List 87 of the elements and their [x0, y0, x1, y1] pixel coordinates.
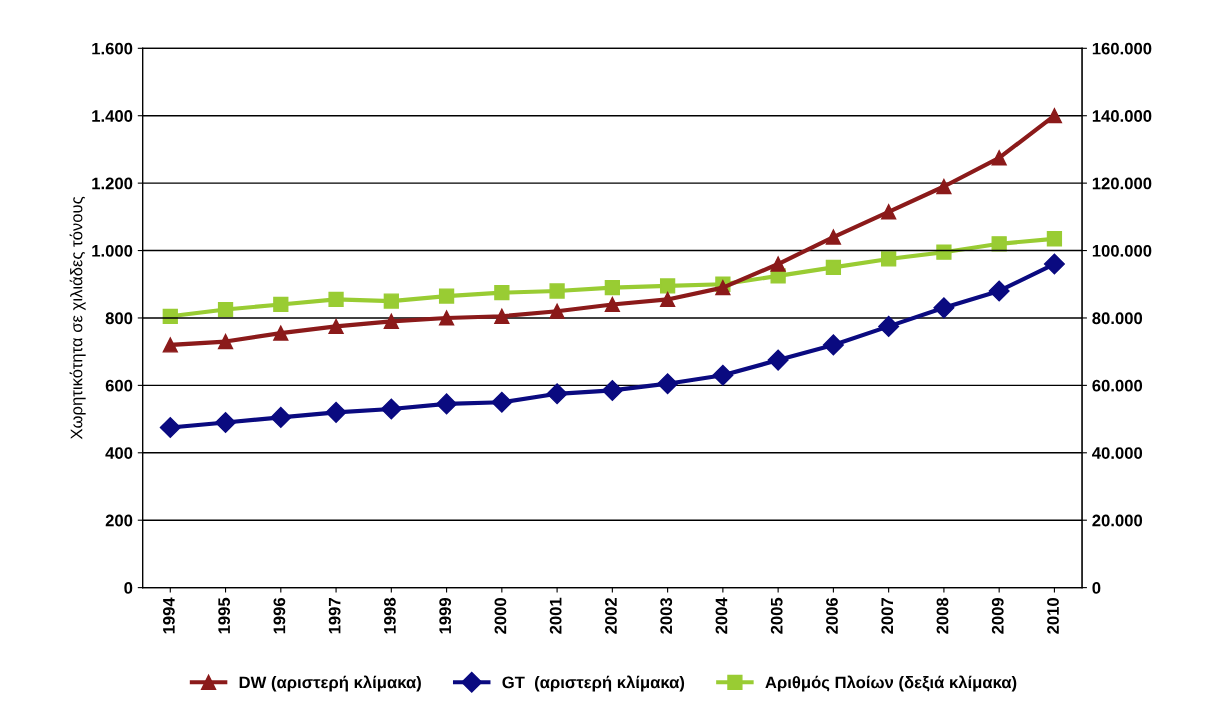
point	[328, 291, 344, 308]
point	[767, 349, 789, 371]
point	[273, 296, 289, 313]
point	[1046, 108, 1063, 124]
point	[383, 293, 399, 309]
point	[328, 318, 344, 335]
point	[491, 391, 513, 413]
point	[770, 256, 786, 272]
x-tick-label: 2000	[494, 598, 507, 634]
x-tick-label: 1996	[273, 597, 286, 634]
x-tick-label: 1995	[218, 597, 231, 634]
y-tick-label: 600	[105, 379, 133, 392]
x-tick-label: 2010	[1047, 598, 1059, 634]
point	[217, 333, 234, 350]
x-tick-label: 1999	[439, 597, 452, 634]
y-tick-label: 400	[105, 447, 133, 459]
x-tick-label: 2001	[549, 597, 562, 634]
x-tick-label: 2004	[715, 597, 728, 634]
y2-tick-label: 20.000	[1092, 514, 1143, 527]
point	[494, 308, 510, 324]
y2-tick-label: 60.000	[1092, 379, 1143, 392]
point	[380, 398, 402, 420]
y2-tick-label: 120.000	[1092, 177, 1152, 190]
point	[162, 337, 178, 353]
y-tick-label: 1.600	[92, 42, 133, 55]
point	[546, 383, 568, 405]
point	[933, 297, 955, 319]
y2-tick-label: 100.000	[1092, 244, 1152, 257]
x-tick-label: 1994	[162, 597, 175, 634]
y2-tick-label: 160.000	[1092, 42, 1152, 55]
point	[881, 251, 897, 267]
x-tick-label: 1997	[328, 598, 341, 634]
point	[825, 229, 842, 245]
point	[878, 315, 900, 337]
y-tick-label: 0	[124, 582, 133, 594]
x-tick-label: 1998	[384, 597, 396, 634]
point	[825, 259, 842, 276]
point	[494, 285, 510, 301]
point	[1043, 253, 1065, 275]
legend-label: Αριθμός Πλοίων (δεξιά κλίμακα)	[765, 675, 1017, 692]
x-tick-label: 2008	[936, 597, 949, 634]
legend-label: GT (αριστερή κλίμακα)	[502, 675, 685, 692]
y-tick-label: 800	[105, 312, 133, 325]
x-tick-label: 2003	[660, 597, 673, 634]
point	[936, 178, 952, 195]
point	[217, 301, 234, 318]
legend-label: DW (αριστερή κλίμακα)	[239, 675, 421, 692]
point	[991, 150, 1007, 166]
x-tick-label: 2006	[826, 597, 838, 634]
y2-tick-label: 0	[1092, 582, 1101, 594]
point	[549, 303, 565, 319]
y-tick-label: 200	[105, 514, 133, 527]
point	[988, 280, 1010, 302]
point	[215, 411, 237, 433]
point	[604, 296, 620, 313]
point	[601, 379, 623, 401]
point	[659, 291, 676, 308]
point	[270, 406, 292, 428]
point	[383, 313, 399, 329]
x-tick-label: 2009	[991, 597, 1004, 634]
point	[604, 279, 620, 296]
point	[273, 325, 289, 341]
point	[881, 204, 897, 220]
point	[438, 288, 455, 304]
x-tick-label: 2005	[770, 597, 783, 634]
point	[325, 401, 347, 423]
point	[936, 244, 952, 260]
y2-tick-label: 80.000	[1092, 312, 1143, 325]
y-tick-label: 1.400	[92, 110, 133, 122]
point	[1046, 231, 1063, 247]
y2-tick-label: 40.000	[1092, 447, 1143, 459]
y2-tick-label: 140.000	[1092, 110, 1152, 122]
x-tick-label: 2007	[881, 598, 894, 634]
point	[712, 364, 734, 386]
point	[159, 416, 181, 439]
y-axis-title: Χωρητικότητα σε χιλιάδες τόνους	[69, 196, 86, 440]
point	[657, 373, 679, 395]
y-tick-label: 1.000	[92, 244, 133, 257]
point	[659, 278, 676, 294]
point	[438, 310, 455, 326]
point	[991, 236, 1007, 252]
point	[715, 279, 731, 296]
point	[436, 393, 458, 415]
y-tick-label: 1.200	[92, 177, 133, 190]
point	[549, 283, 565, 299]
point	[822, 334, 844, 356]
x-tick-label: 2002	[605, 598, 617, 634]
